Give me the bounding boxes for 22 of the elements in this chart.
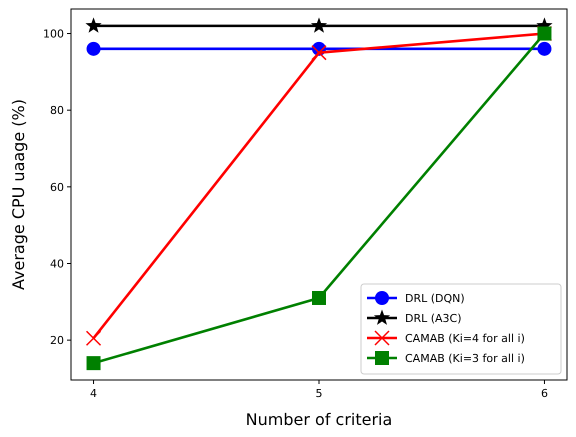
point [312,290,326,305]
y-axis-title: Average CPU uaage (%) [9,99,28,290]
y-tick-label: 40 [50,257,64,270]
x-axis-title: Number of criteria [246,410,392,429]
point [86,330,102,346]
legend-label: CAMAB (Ki=3 for all i) [405,352,525,365]
y-tick-label: 80 [50,104,64,118]
y-tick-label: 60 [50,180,64,194]
x-tick-label: 4 [90,387,98,400]
point [537,42,552,56]
y-tick-label: 100 [43,28,64,41]
legend-label: CAMAB (Ki=4 for all i) [405,332,525,345]
legend-label: DRL (DQN) [405,292,465,305]
x-tick-label: 6 [540,387,548,400]
point [311,44,327,60]
point [86,42,101,56]
point [85,17,102,33]
point [86,356,101,370]
y-tick-label: 20 [50,334,64,348]
x-tick-label: 5 [316,387,322,400]
point [310,17,328,33]
legend-label: DRL (A3C) [405,312,462,325]
